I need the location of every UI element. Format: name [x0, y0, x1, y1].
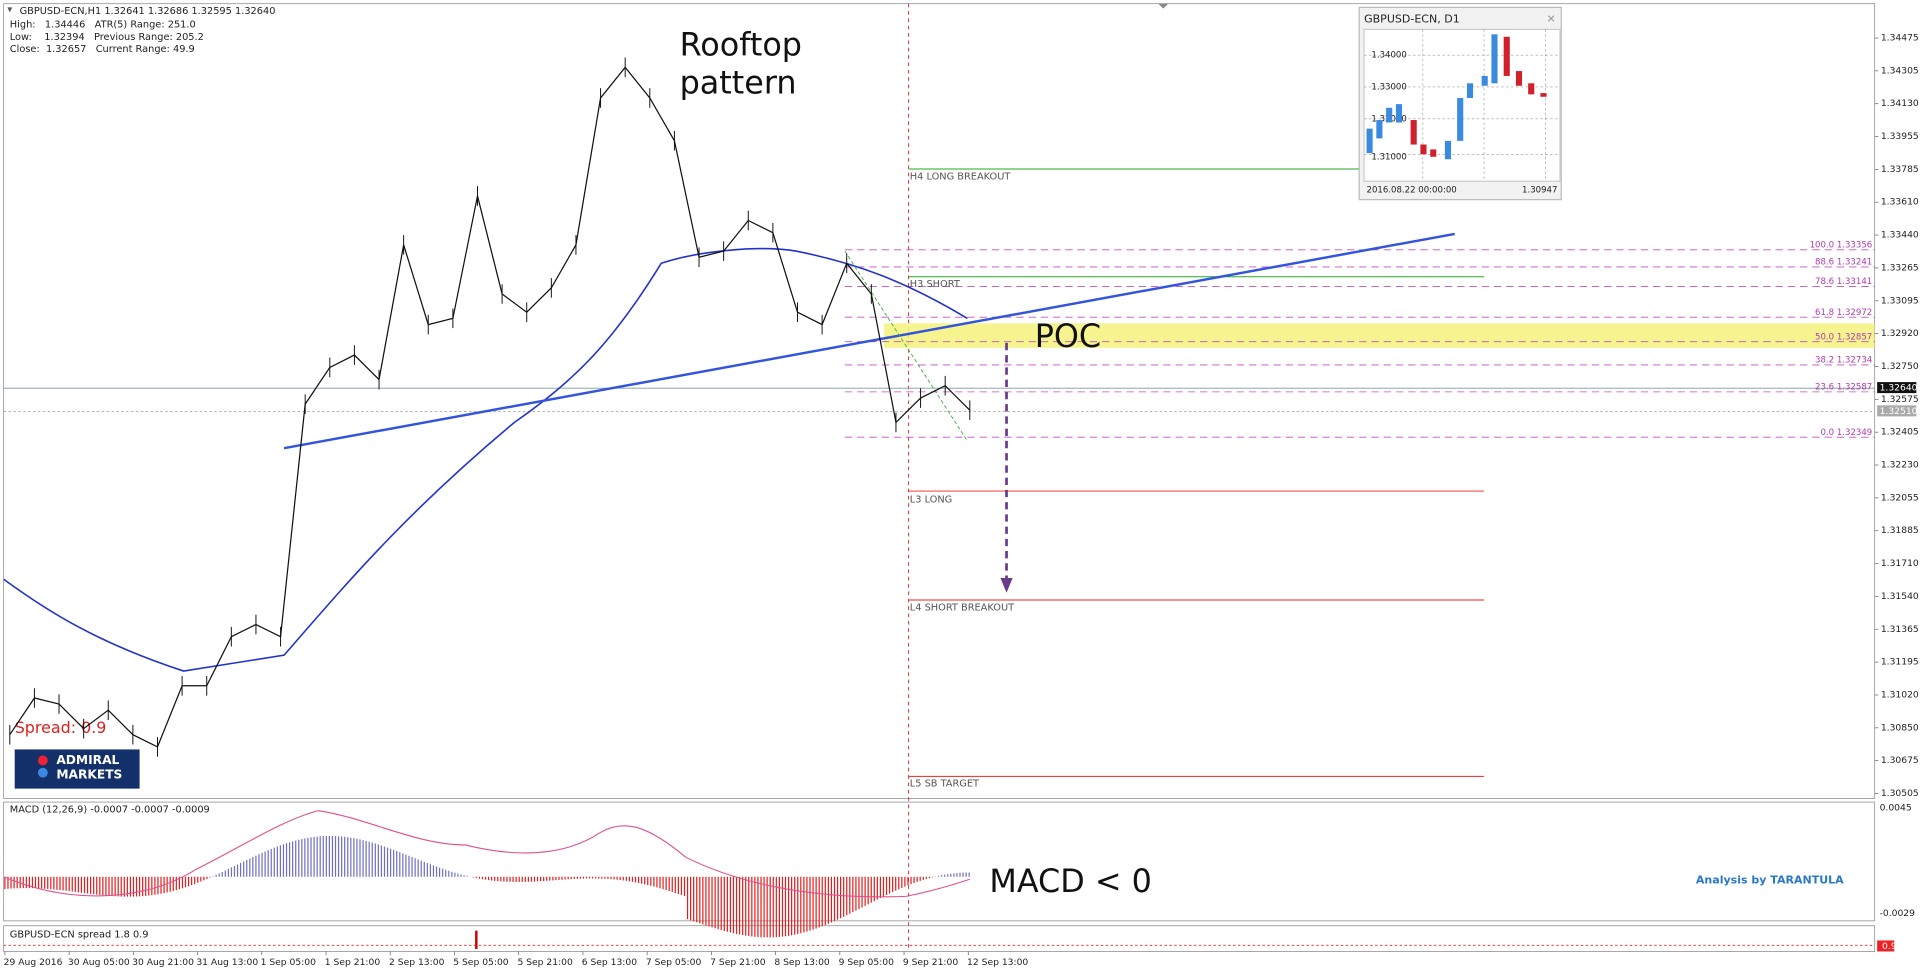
fib-label: 38.2 1.32734 [1815, 356, 1872, 366]
time-tick-label: 5 Sep 05:00 [453, 957, 509, 968]
fib-label: 100.0 1.33356 [1810, 240, 1873, 250]
credit: Analysis by TARANTULA [1696, 873, 1844, 886]
mini-tick: 1.34000 [1371, 51, 1406, 61]
time-tick-label: 9 Sep 21:00 [903, 957, 959, 968]
price-tick-label: 1.32750 [1881, 361, 1919, 372]
price-tick-label: 1.30505 [1881, 788, 1919, 799]
price-tick-label: 1.32055 [1881, 492, 1919, 503]
time-tick-label: 1 Sep 21:00 [325, 957, 381, 968]
price-tick-label: 1.33610 [1881, 197, 1919, 208]
time-tick-label: 30 Aug 05:00 [68, 957, 130, 968]
price-tick-label: 1.31365 [1881, 624, 1919, 635]
time-tick-label: 9 Sep 05:00 [839, 957, 895, 968]
mini-price: 1.30947 [1522, 185, 1557, 195]
level-label: H3 SHORT [910, 279, 960, 290]
time-tick-label: 6 Sep 13:00 [582, 957, 638, 968]
price-tick-label: 1.31885 [1881, 525, 1919, 536]
mini-date: 2016.08.22 00:00:00 [1367, 185, 1457, 195]
time-tick-label: 12 Sep 13:00 [967, 957, 1028, 968]
spread-value: 0.9 [1882, 941, 1897, 952]
fib-label: 88.6 1.33241 [1815, 258, 1872, 268]
fib-label: 61.8 1.32972 [1815, 308, 1872, 318]
annotation: pattern [680, 64, 797, 102]
close-button[interactable]: ✕ [1547, 13, 1556, 26]
price-tick-label: 1.33785 [1881, 164, 1919, 175]
time-tick-label: 7 Sep 21:00 [710, 957, 766, 968]
logo-text: MARKETS [56, 768, 122, 782]
time-tick-label: 29 Aug 2016 [4, 957, 63, 968]
time-tick-label: 1 Sep 05:00 [261, 957, 317, 968]
poc-zone [884, 323, 1875, 348]
fib-label: 50.0 1.32857 [1815, 332, 1872, 342]
macd-tick: -0.0029 [1880, 908, 1916, 919]
price-tick-label: 1.32920 [1881, 328, 1919, 339]
symbol-info: GBPUSD-ECN,H1 1.32641 1.32686 1.32595 1.… [20, 6, 276, 17]
mini-tick: 1.31000 [1371, 152, 1406, 162]
price-tick-label: 1.34305 [1881, 65, 1919, 76]
macd-label: MACD (12,26,9) -0.0007 -0.0007 -0.0009 [10, 804, 210, 815]
mini-tick: 1.33000 [1371, 82, 1406, 92]
annotation: POC [1035, 317, 1101, 355]
trendline [283, 232, 1455, 450]
stats-line: Close: 1.32657 Current Range: 49.9 [10, 44, 195, 55]
moving-average [3, 247, 968, 672]
stats-line: High: 1.34446 ATR(5) Range: 251.0 [10, 20, 196, 31]
level-label: L5 SB TARGET [910, 779, 979, 790]
level-label: H4 LONG BREAKOUT [910, 171, 1011, 182]
price-tick-label: 1.31195 [1881, 657, 1919, 668]
price-tick-label: 1.32230 [1881, 460, 1919, 471]
current-price: 1.32640 [1880, 383, 1918, 394]
level-label: L4 SHORT BREAKOUT [910, 602, 1014, 613]
time-tick-label: 31 Aug 13:00 [196, 957, 258, 968]
fib-label: 78.6 1.33141 [1815, 277, 1872, 287]
mini-title: GBPUSD-ECN, D1 [1364, 13, 1460, 26]
price-tick-label: 1.33095 [1881, 295, 1919, 306]
time-tick-label: 2 Sep 13:00 [389, 957, 445, 968]
mini-chart: GBPUSD-ECN, D1 ✕ 1.34000 1.33000 1.32000… [1358, 6, 1562, 201]
price-tick-label: 1.31020 [1881, 689, 1919, 700]
time-tick-label: 30 Aug 21:00 [132, 957, 194, 968]
price-tick-label: 1.34130 [1881, 98, 1919, 109]
spread-label: GBPUSD-ECN spread 1.8 0.9 [10, 929, 149, 940]
bid-price: 1.32510 [1880, 406, 1918, 417]
fib-label: 0.0 1.32349 [1820, 428, 1872, 438]
spread-overlay: Spread: 0.9 [15, 718, 107, 737]
price-tick-label: 1.34475 [1881, 33, 1919, 44]
time-tick-label: 8 Sep 13:00 [774, 957, 830, 968]
logo-text: ADMIRAL [56, 753, 119, 767]
time-tick-label: 7 Sep 05:00 [646, 957, 702, 968]
annotation: MACD < 0 [989, 862, 1152, 900]
price-tick-label: 1.32575 [1881, 394, 1919, 405]
annotation: Rooftop [680, 26, 802, 64]
time-tick-label: 5 Sep 21:00 [517, 957, 573, 968]
fib-label: 23.6 1.32587 [1815, 382, 1872, 392]
price-tick-label: 1.33955 [1881, 131, 1919, 142]
stats-line: Low: 1.32394 Previous Range: 205.2 [10, 32, 204, 43]
price-tick-label: 1.32405 [1881, 427, 1919, 438]
price-tick-label: 1.33265 [1881, 262, 1919, 273]
price-tick-label: 1.31710 [1881, 558, 1919, 569]
macd-tick: 0.0045 [1880, 803, 1912, 814]
price-tick-label: 1.30850 [1881, 722, 1919, 733]
price-line [9, 66, 971, 748]
price-tick-label: 1.31540 [1881, 591, 1919, 602]
level-label: L3 LONG [910, 495, 952, 506]
price-tick-label: 1.30675 [1881, 755, 1919, 766]
price-tick-label: 1.33440 [1881, 230, 1919, 241]
